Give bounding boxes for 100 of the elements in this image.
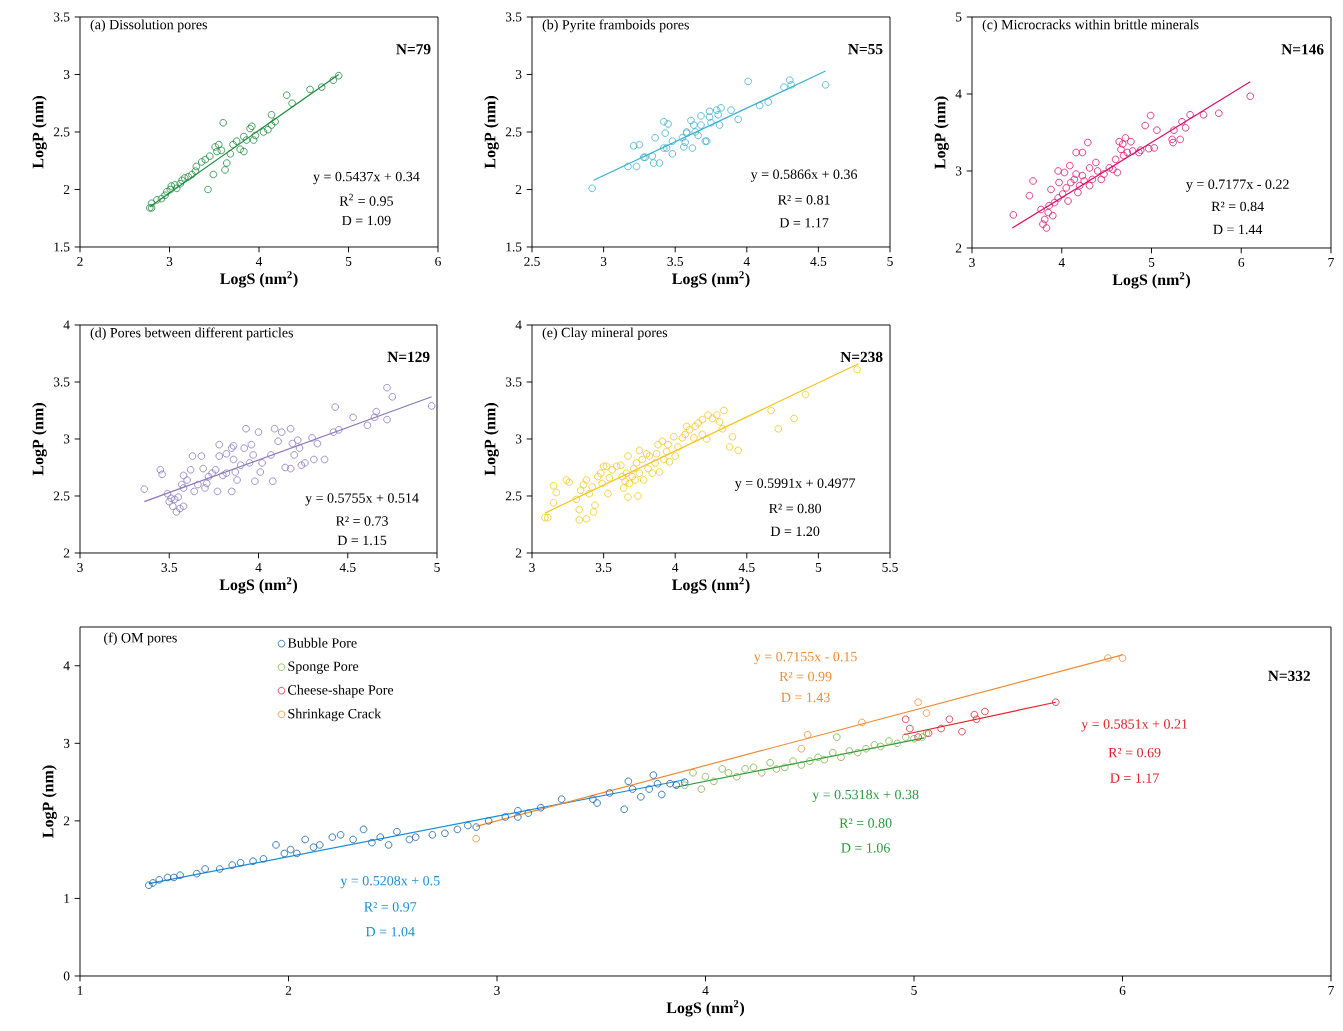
point [885,737,893,745]
point [236,859,245,867]
point [149,879,157,887]
y-tick-label: 4 [63,320,70,330]
point [359,825,368,834]
point [193,869,201,878]
x-tick-label: 3 [166,257,173,266]
point [283,91,291,99]
point [163,873,172,882]
x-tick-label: 4.5 [738,563,755,572]
point [317,83,326,91]
point [172,184,181,193]
point [153,196,161,204]
point [718,765,726,773]
y-tick-label: 3 [63,434,70,444]
x-tick-label: 4 [1058,258,1065,267]
point [937,724,945,733]
x-tick-label: 7 [1328,986,1334,995]
x-tick-label: 3 [600,257,607,266]
y-tick-label: 2.5 [53,491,70,501]
point [514,807,522,815]
point [301,835,309,844]
point [167,182,176,190]
y-tick-label: 2 [63,548,70,558]
point [249,136,258,144]
annotation: y = 0.5208x + 0.5 [340,875,440,889]
point [653,779,662,788]
point [624,777,633,786]
point [981,707,989,716]
point [922,709,931,717]
point [329,76,338,84]
point [453,825,462,834]
y-tick-label: 2.5 [505,127,522,137]
x-tick-label: 3 [529,563,535,572]
x-tick-label: 3 [494,986,500,995]
point [668,150,677,158]
annotation: N=55 [848,44,883,55]
y-tick-label: 3.5 [505,12,522,22]
point [914,698,922,706]
x-tick-label: 2.5 [524,257,540,267]
point [972,715,981,724]
point [780,83,788,91]
point [797,761,806,769]
point [236,145,244,153]
point [635,140,644,149]
point [691,128,699,136]
point [918,733,927,741]
legend-label: Shrinkage Crack [288,708,382,722]
y-tick-label: 3 [63,70,70,79]
y-tick-label: 3 [63,738,70,748]
point [688,144,697,152]
y-tick-label: 2.5 [53,127,70,137]
point [501,813,510,821]
y-axis-title: LogP (nm) [32,96,47,169]
point [176,871,184,879]
annotation: N=129 [387,351,430,363]
point [870,741,879,749]
y-tick-label: 4 [515,320,522,330]
y-tick-label: 1.5 [506,242,522,252]
annotation: D = 1.20 [770,526,820,537]
point [701,772,710,781]
point [690,121,698,129]
x-axis-title: LogS (nm$^{2}$) [672,577,750,594]
point [264,125,272,134]
point [672,781,681,789]
point [271,117,279,126]
x-tick-label: 4 [255,257,263,266]
point [717,104,725,112]
point [349,835,357,844]
x-tick-label: 2 [77,257,83,266]
point [837,753,845,762]
annotation: D = 1.09 [342,215,391,226]
annotation: N=238 [840,351,883,363]
y-axis-title: LogP (nm) [934,96,949,169]
point [833,733,841,741]
point [660,117,668,126]
y-tick-label: 4 [955,89,962,99]
point [862,745,870,753]
point [232,137,241,145]
point [1052,698,1060,706]
point [733,772,741,781]
point [191,167,200,175]
point [744,77,752,86]
point [537,803,545,812]
point [707,119,715,127]
point [157,194,166,203]
point [223,159,231,167]
point [249,857,257,865]
x-tick-label: 3 [969,258,975,267]
annotation: R² = 0.69 [1108,747,1161,758]
x-tick-label: 5 [345,257,352,266]
annotation: y = 0.5437x + 0.34 [313,171,420,185]
y-tick-label: 3.5 [505,377,522,387]
x-tick-label: 2 [285,986,292,995]
point [910,734,918,743]
point [514,813,522,821]
point [428,831,437,839]
point [267,111,276,119]
point [316,841,324,849]
point [629,142,638,150]
